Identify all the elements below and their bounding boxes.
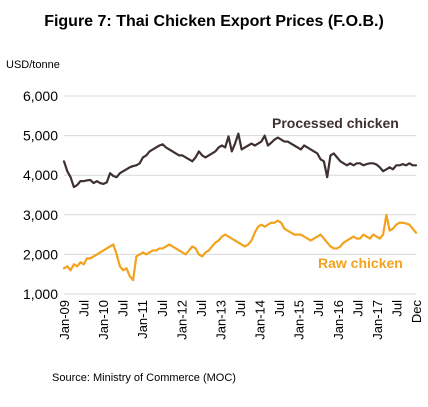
series-label-raw-chicken: Raw chicken (318, 255, 403, 271)
x-tick: Dec (409, 300, 424, 324)
x-tick-label: Jul (233, 300, 248, 317)
y-axis-ticks: 1,000 2,000 3,000 4,000 5,000 6,000 (23, 88, 58, 302)
series-label-processed-chicken: Processed chicken (272, 115, 399, 131)
series-lines (62, 132, 418, 282)
x-tick-label: Jan-09 (57, 300, 72, 340)
x-tick: Jul (77, 300, 92, 317)
gridlines (64, 95, 416, 295)
x-tick-label: Jul (155, 300, 170, 317)
series-line-raw-chicken (62, 213, 418, 282)
y-tick-label: 6,000 (23, 88, 58, 104)
series-labels: Processed chicken Raw chicken (272, 115, 403, 271)
x-tick: Jan-11 (135, 300, 150, 339)
series-line-processed-chicken (62, 132, 418, 189)
x-tick: Jul (350, 300, 365, 317)
x-tick: Jul (389, 300, 404, 317)
x-tick-label: Dec (409, 300, 424, 324)
y-axis-unit-label: USD/tonne (6, 59, 60, 71)
x-tick-label: Jul (194, 300, 209, 317)
x-tick-label: Jul (350, 300, 365, 317)
x-tick-label: Jan-15 (292, 300, 307, 340)
y-tick-label: 4,000 (23, 167, 58, 183)
x-tick: Jul (311, 300, 326, 317)
x-tick: Jul (116, 300, 131, 317)
x-tick-label: Jan-13 (213, 300, 228, 340)
x-tick: Jul (233, 300, 248, 317)
x-tick-label: Jul (77, 300, 92, 317)
x-axis-ticks: Jan-09 Jul Jan-10 Jul Jan-11 Jul Jan-12 Jul Jan-… (57, 300, 424, 340)
x-tick-label: Jan-16 (331, 300, 346, 340)
x-tick: Jan-16 (331, 300, 346, 340)
x-tick: Jul (272, 300, 287, 317)
x-tick-label: Jan-17 (370, 300, 385, 340)
x-tick-label: Jan-14 (253, 300, 268, 340)
y-tick-label: 3,000 (23, 207, 58, 223)
x-tick-label: Jul (389, 300, 404, 317)
x-tick: Jan-10 (96, 300, 111, 340)
x-tick: Jan-13 (213, 300, 228, 340)
x-tick: Jan-17 (370, 300, 385, 340)
y-tick-label: 2,000 (23, 246, 58, 262)
x-tick: Jan-12 (174, 300, 189, 340)
chart-title: Figure 7: Thai Chicken Export Prices (F.… (44, 13, 384, 30)
chart-source-note: Source: Ministry of Commerce (MOC) (52, 372, 236, 384)
x-tick-label: Jul (311, 300, 326, 317)
x-tick: Jan-14 (253, 300, 268, 340)
x-tick: Jan-09 (57, 300, 72, 340)
x-tick: Jan-15 (292, 300, 307, 340)
y-tick-label: 5,000 (23, 128, 58, 144)
x-tick: Jul (155, 300, 170, 317)
x-tick: Jul (194, 300, 209, 317)
x-tick-label: Jul (272, 300, 287, 317)
y-tick-label: 1,000 (23, 286, 58, 302)
x-tick-label: Jan-10 (96, 300, 111, 340)
x-tick-label: Jul (116, 300, 131, 317)
x-tick-label: Jan-12 (174, 300, 189, 340)
x-tick-label: Jan-11 (135, 300, 150, 339)
